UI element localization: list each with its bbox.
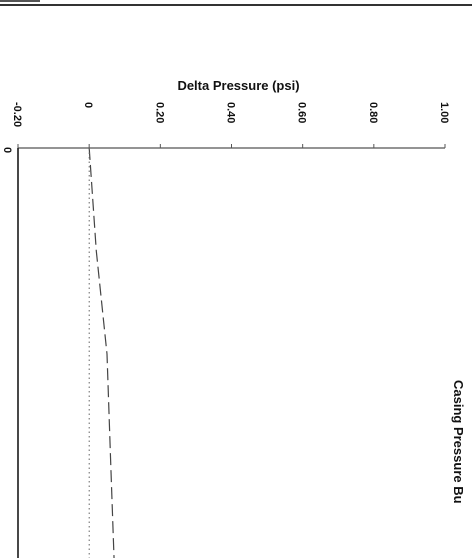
value-tick-label: 1.00 [438,102,450,123]
top-border-mark [0,0,40,2]
value-axis-title: Delta Pressure (psi) [177,78,299,93]
category-axis: 0 [1,147,19,558]
value-tick-label: 0.40 [225,102,237,123]
chart-title: Casing Pressure Bu [451,380,466,504]
value-axis: -0.20 0 0.20 0.40 0.60 0.80 1.00 [11,102,450,149]
value-tick-label: -0.20 [11,102,23,127]
category-tick-label: 0 [1,147,13,153]
value-tick-label: 0.80 [367,102,379,123]
value-tick-label: 0.60 [296,102,308,123]
value-tick-label: 0.20 [153,102,165,123]
series-layer [17,147,115,558]
value-tick-label: 0 [82,102,94,108]
series-line-dashed [88,147,115,558]
top-border-rule [0,0,472,6]
